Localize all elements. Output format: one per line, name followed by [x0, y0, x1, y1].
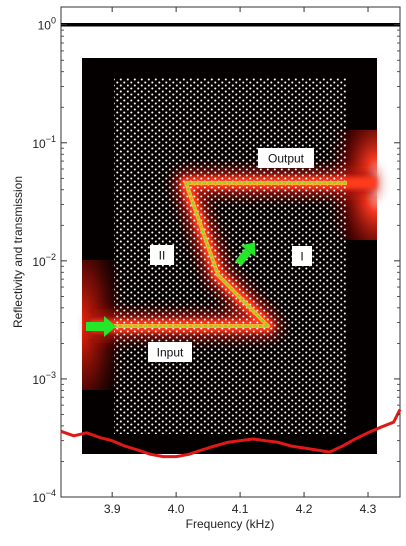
input-arrow-icon — [86, 316, 116, 337]
svg-text:Input: Input — [157, 346, 184, 360]
y-tick-label: 10−2 — [32, 252, 56, 269]
direction-arrow-icon — [235, 242, 256, 267]
y-tick-label: 10−3 — [32, 370, 56, 387]
svg-text:I: I — [300, 250, 303, 264]
region-i-label: I — [292, 246, 312, 266]
x-tick-label: 4.3 — [360, 502, 377, 516]
waveguide-path-center — [114, 182, 347, 327]
y-axis-title: Reflectivity and transmission — [11, 176, 25, 328]
inset-simulation: Output Input II I — [82, 58, 377, 454]
x-tick-label: 4.0 — [168, 502, 185, 516]
svg-text:Output: Output — [268, 152, 305, 166]
series-layer — [60, 22, 402, 459]
svg-text:II: II — [159, 249, 166, 263]
x-tick-label: 4.2 — [296, 502, 313, 516]
photonic-crystal-lattice — [114, 78, 347, 434]
x-tick-label: 3.9 — [104, 502, 121, 516]
region-ii-label: II — [150, 245, 174, 265]
y-tick-label: 100 — [38, 16, 56, 33]
input-label: Input — [148, 342, 192, 362]
tick-layer: 3.9 4.0 4.1 4.2 4.3 100 10−1 10−2 10−3 10−4 — [32, 7, 400, 516]
x-tick-label: 4.1 — [232, 502, 249, 516]
output-label: Output — [258, 148, 314, 168]
x-axis-title: Frequency (kHz) — [186, 517, 275, 531]
y-tick-label: 10−4 — [32, 488, 56, 505]
y-tick-label: 10−1 — [32, 134, 56, 151]
series-line-2 — [60, 408, 402, 459]
